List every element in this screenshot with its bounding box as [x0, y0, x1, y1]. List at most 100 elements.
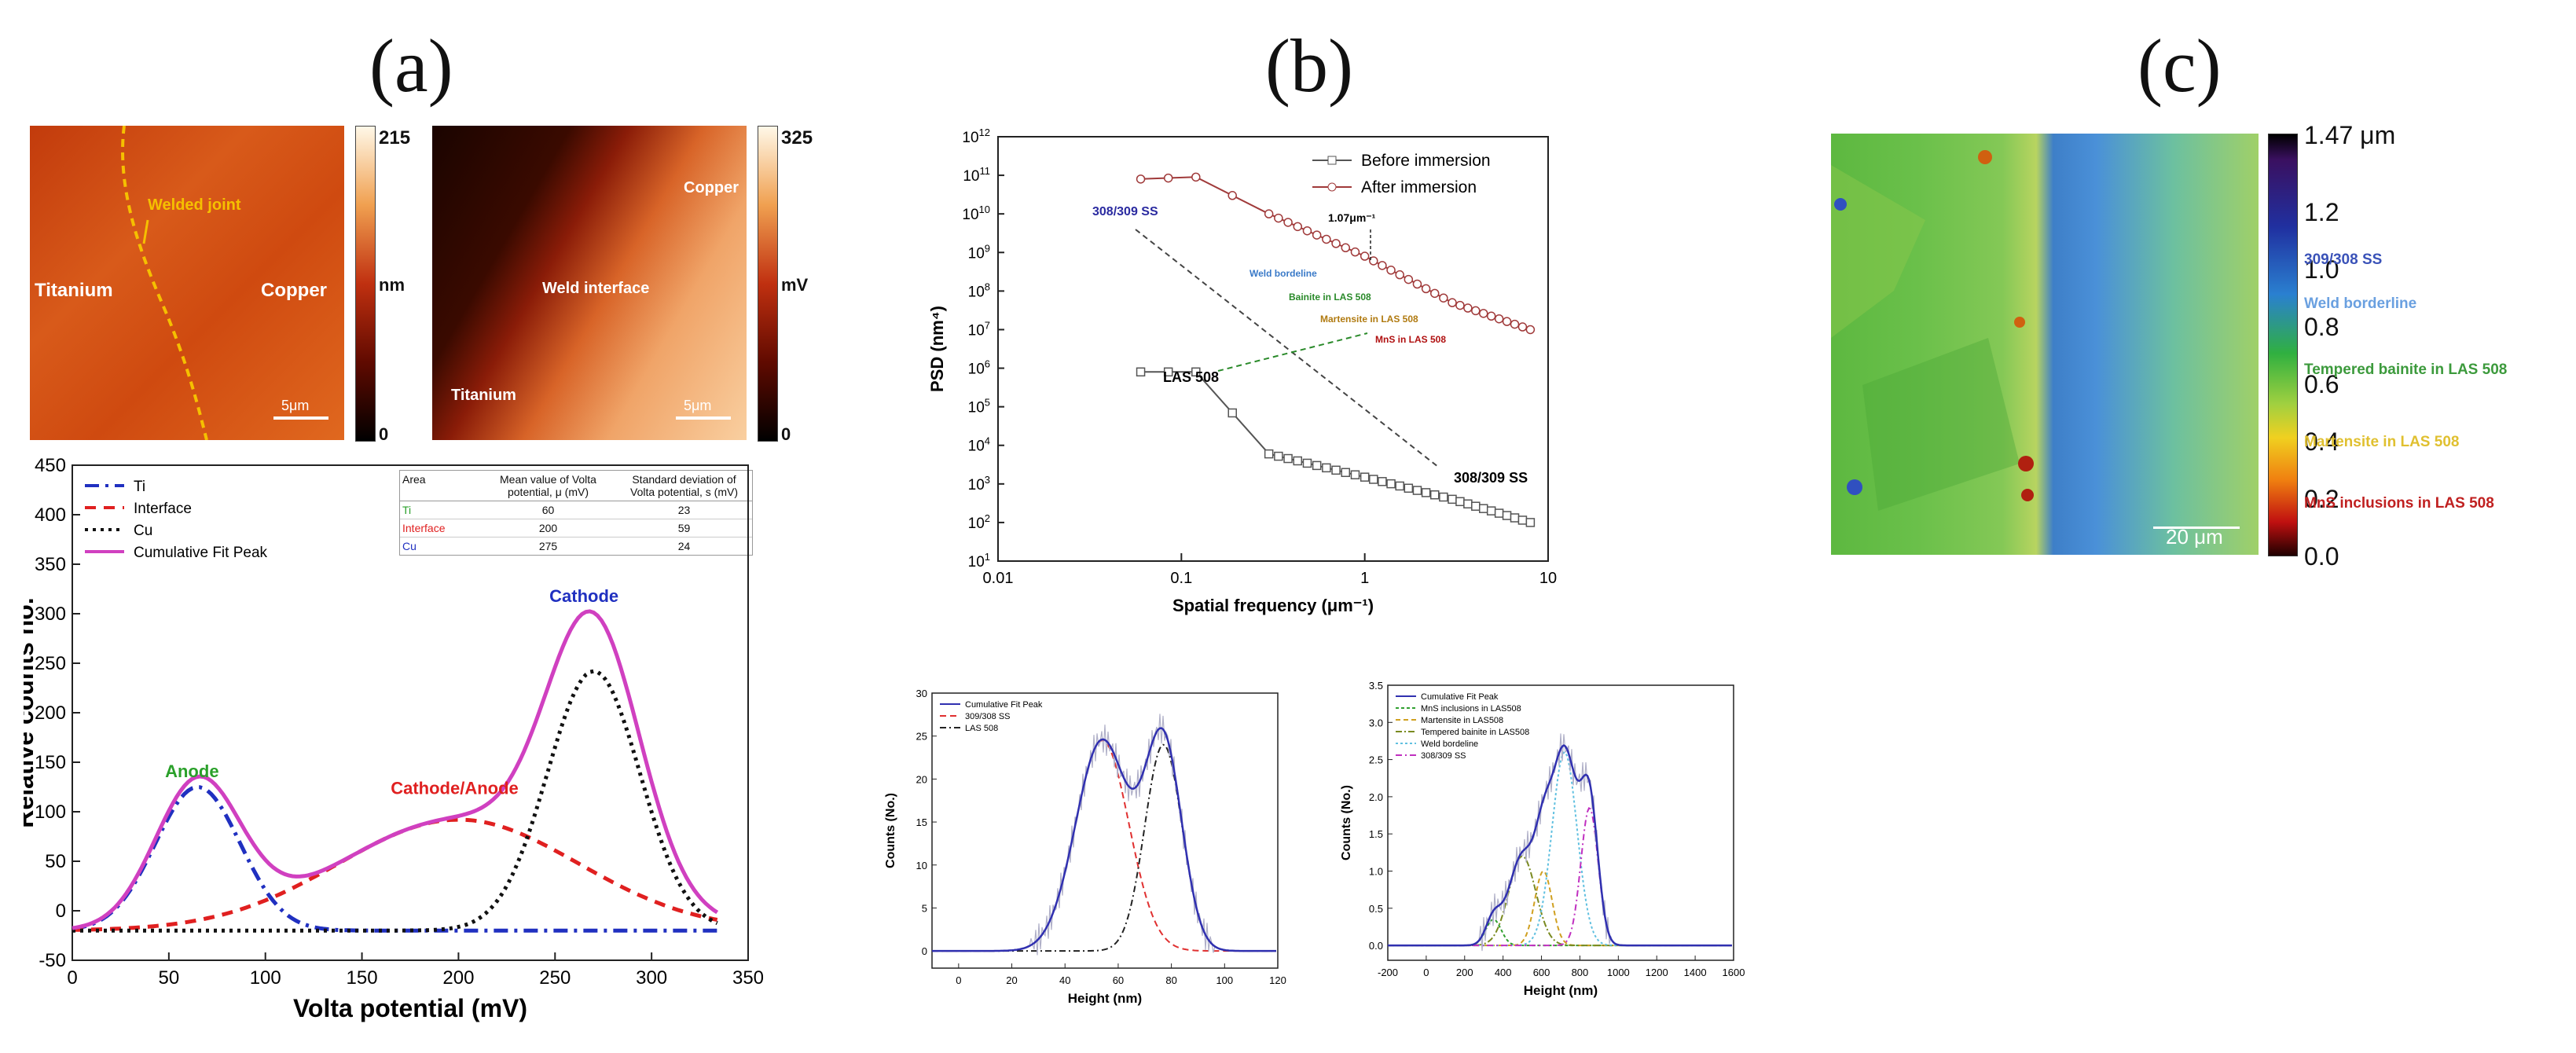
data-point [1360, 251, 1370, 261]
volta-potential-chart: 0 50 100 150 200 250 300 350-500501001502002503… [24, 456, 764, 1022]
y-tick-label: 350 [35, 554, 66, 575]
y-tick-label: 2.5 [1369, 754, 1383, 766]
y-tick-label: 300 [35, 604, 66, 625]
x-tick-label: 400 [1495, 967, 1512, 978]
x-tick-label: 600 [1533, 967, 1550, 978]
data-point [1412, 279, 1422, 289]
titanium-label: Titanium [451, 387, 516, 404]
table-cell: Ti [402, 504, 412, 516]
x-tick-label: 10 [1539, 570, 1557, 587]
x-tick-label: 1000 [1607, 967, 1630, 978]
colorbar-tick-label: 0.6 [2304, 370, 2339, 399]
data-point [1421, 284, 1431, 294]
data-point [1274, 213, 1283, 223]
annotation-arrow [1135, 229, 1439, 468]
data-point [1378, 477, 1387, 486]
raw-data-line [932, 714, 1276, 956]
data-point [1163, 367, 1173, 377]
y-tick-label: 1.5 [1369, 828, 1383, 840]
cathode-annotation: Cathode [549, 586, 618, 606]
data-point [1439, 492, 1448, 502]
legend-entry: Tempered bainite in LAS508 [1421, 728, 1529, 737]
x-axis-label: Height (nm) [1068, 991, 1142, 1006]
scale-label: 5μm [281, 398, 310, 413]
x-tick-label: 100 [250, 967, 281, 989]
x-tick-label: 20 [1006, 974, 1017, 986]
y-tick-label: 400 [35, 504, 66, 526]
data-point [1412, 486, 1422, 495]
colorbar-tick-label: 0.4 [2304, 427, 2339, 457]
data-point [1510, 319, 1520, 329]
y-tick-label: 1010 [962, 204, 990, 223]
series-line [1388, 807, 1732, 947]
series-line [932, 739, 1276, 952]
data-point [1369, 256, 1378, 266]
table-row: Ti 60 23 [400, 501, 752, 519]
data-point [1486, 311, 1496, 321]
x-tick-label: 300 [636, 967, 667, 989]
data-point [1163, 173, 1173, 183]
plot-frame [997, 136, 1549, 562]
data-point [1227, 191, 1237, 200]
topography-map: Welded joint Titanium Copper 5μm [30, 126, 344, 440]
y-tick-label: 102 [968, 512, 990, 532]
data-point [1510, 513, 1520, 523]
data-point [1463, 303, 1473, 313]
annotation-ss-top: 308/309 SS [1092, 205, 1158, 218]
colorbar-tick-label: 1.0 [2304, 255, 2339, 284]
data-point [1386, 479, 1396, 489]
titanium-label: Titanium [35, 280, 113, 301]
table-header: Standard deviation of Volta potential, s… [630, 473, 738, 498]
colorbar [355, 126, 376, 442]
annotation-ss-bottom: 308/309 SS [1454, 470, 1528, 486]
data-point [1395, 270, 1404, 280]
data-point [1369, 475, 1378, 484]
legend-entry: 309/308 SS [965, 712, 1011, 721]
y-tick-label: 20 [916, 773, 927, 785]
y-tick-label: 0 [922, 945, 927, 957]
data-point [1360, 472, 1370, 482]
legend-entry: MnS inclusions in LAS508 [1421, 704, 1521, 714]
plot-frame [72, 464, 749, 961]
cumulative-fit-line [1388, 744, 1732, 947]
data-point [1386, 266, 1396, 275]
anode-annotation: Anode [165, 761, 218, 781]
x-tick-label: 350 [732, 967, 764, 989]
y-axis-label: Counts (No.) [884, 793, 897, 868]
legend-entry: Martensite in LAS 508 [2304, 434, 2460, 450]
x-tick-label: 250 [539, 967, 571, 989]
stats-table: Area Mean value of Volta potential, μ (m… [399, 470, 753, 556]
x-tick-label: 0.1 [1170, 570, 1192, 587]
height-histogram-phases: -200 0 200 400 600 800 1000 1200 1400 1600 0.0 0.5 1… [1340, 680, 1745, 998]
annotation-frequency: 1.07μm⁻¹ [1328, 211, 1376, 224]
data-point [1293, 456, 1303, 466]
annotation-bainite: Bainite in LAS 508 [1289, 292, 1371, 303]
data-point [1312, 230, 1322, 240]
panel-label-b: (b) [1265, 24, 1353, 108]
legend-marker [1327, 156, 1337, 165]
x-tick-label: 80 [1165, 974, 1176, 986]
x-axis-label: Volta potential (mV) [293, 994, 527, 1022]
legend-entry: Martensite in LAS508 [1421, 716, 1503, 725]
data-point [1429, 288, 1440, 299]
weld-interface-label: Weld interface [542, 280, 650, 297]
data-point [1448, 494, 1457, 504]
x-tick-label: 200 [1456, 967, 1473, 978]
x-tick-label: 0.01 [983, 570, 1014, 587]
x-tick-label: 0 [1423, 967, 1429, 978]
data-point [1439, 293, 1448, 303]
plot-frame [1387, 684, 1734, 961]
legend-entry: Interface [134, 501, 192, 517]
data-point [1302, 458, 1312, 468]
copper-label: Copper [684, 179, 739, 196]
x-tick-label: 120 [1269, 974, 1286, 986]
scale-label: 5μm [684, 398, 712, 413]
data-point [1502, 511, 1512, 520]
series-line [932, 743, 1276, 952]
y-tick-label: 101 [968, 551, 990, 571]
y-tick-label: 1.0 [1369, 865, 1383, 877]
data-point [1322, 234, 1331, 244]
table-cell: Cu [402, 540, 416, 552]
height-map: 20 μm [1831, 134, 2259, 555]
data-point [1517, 322, 1528, 332]
